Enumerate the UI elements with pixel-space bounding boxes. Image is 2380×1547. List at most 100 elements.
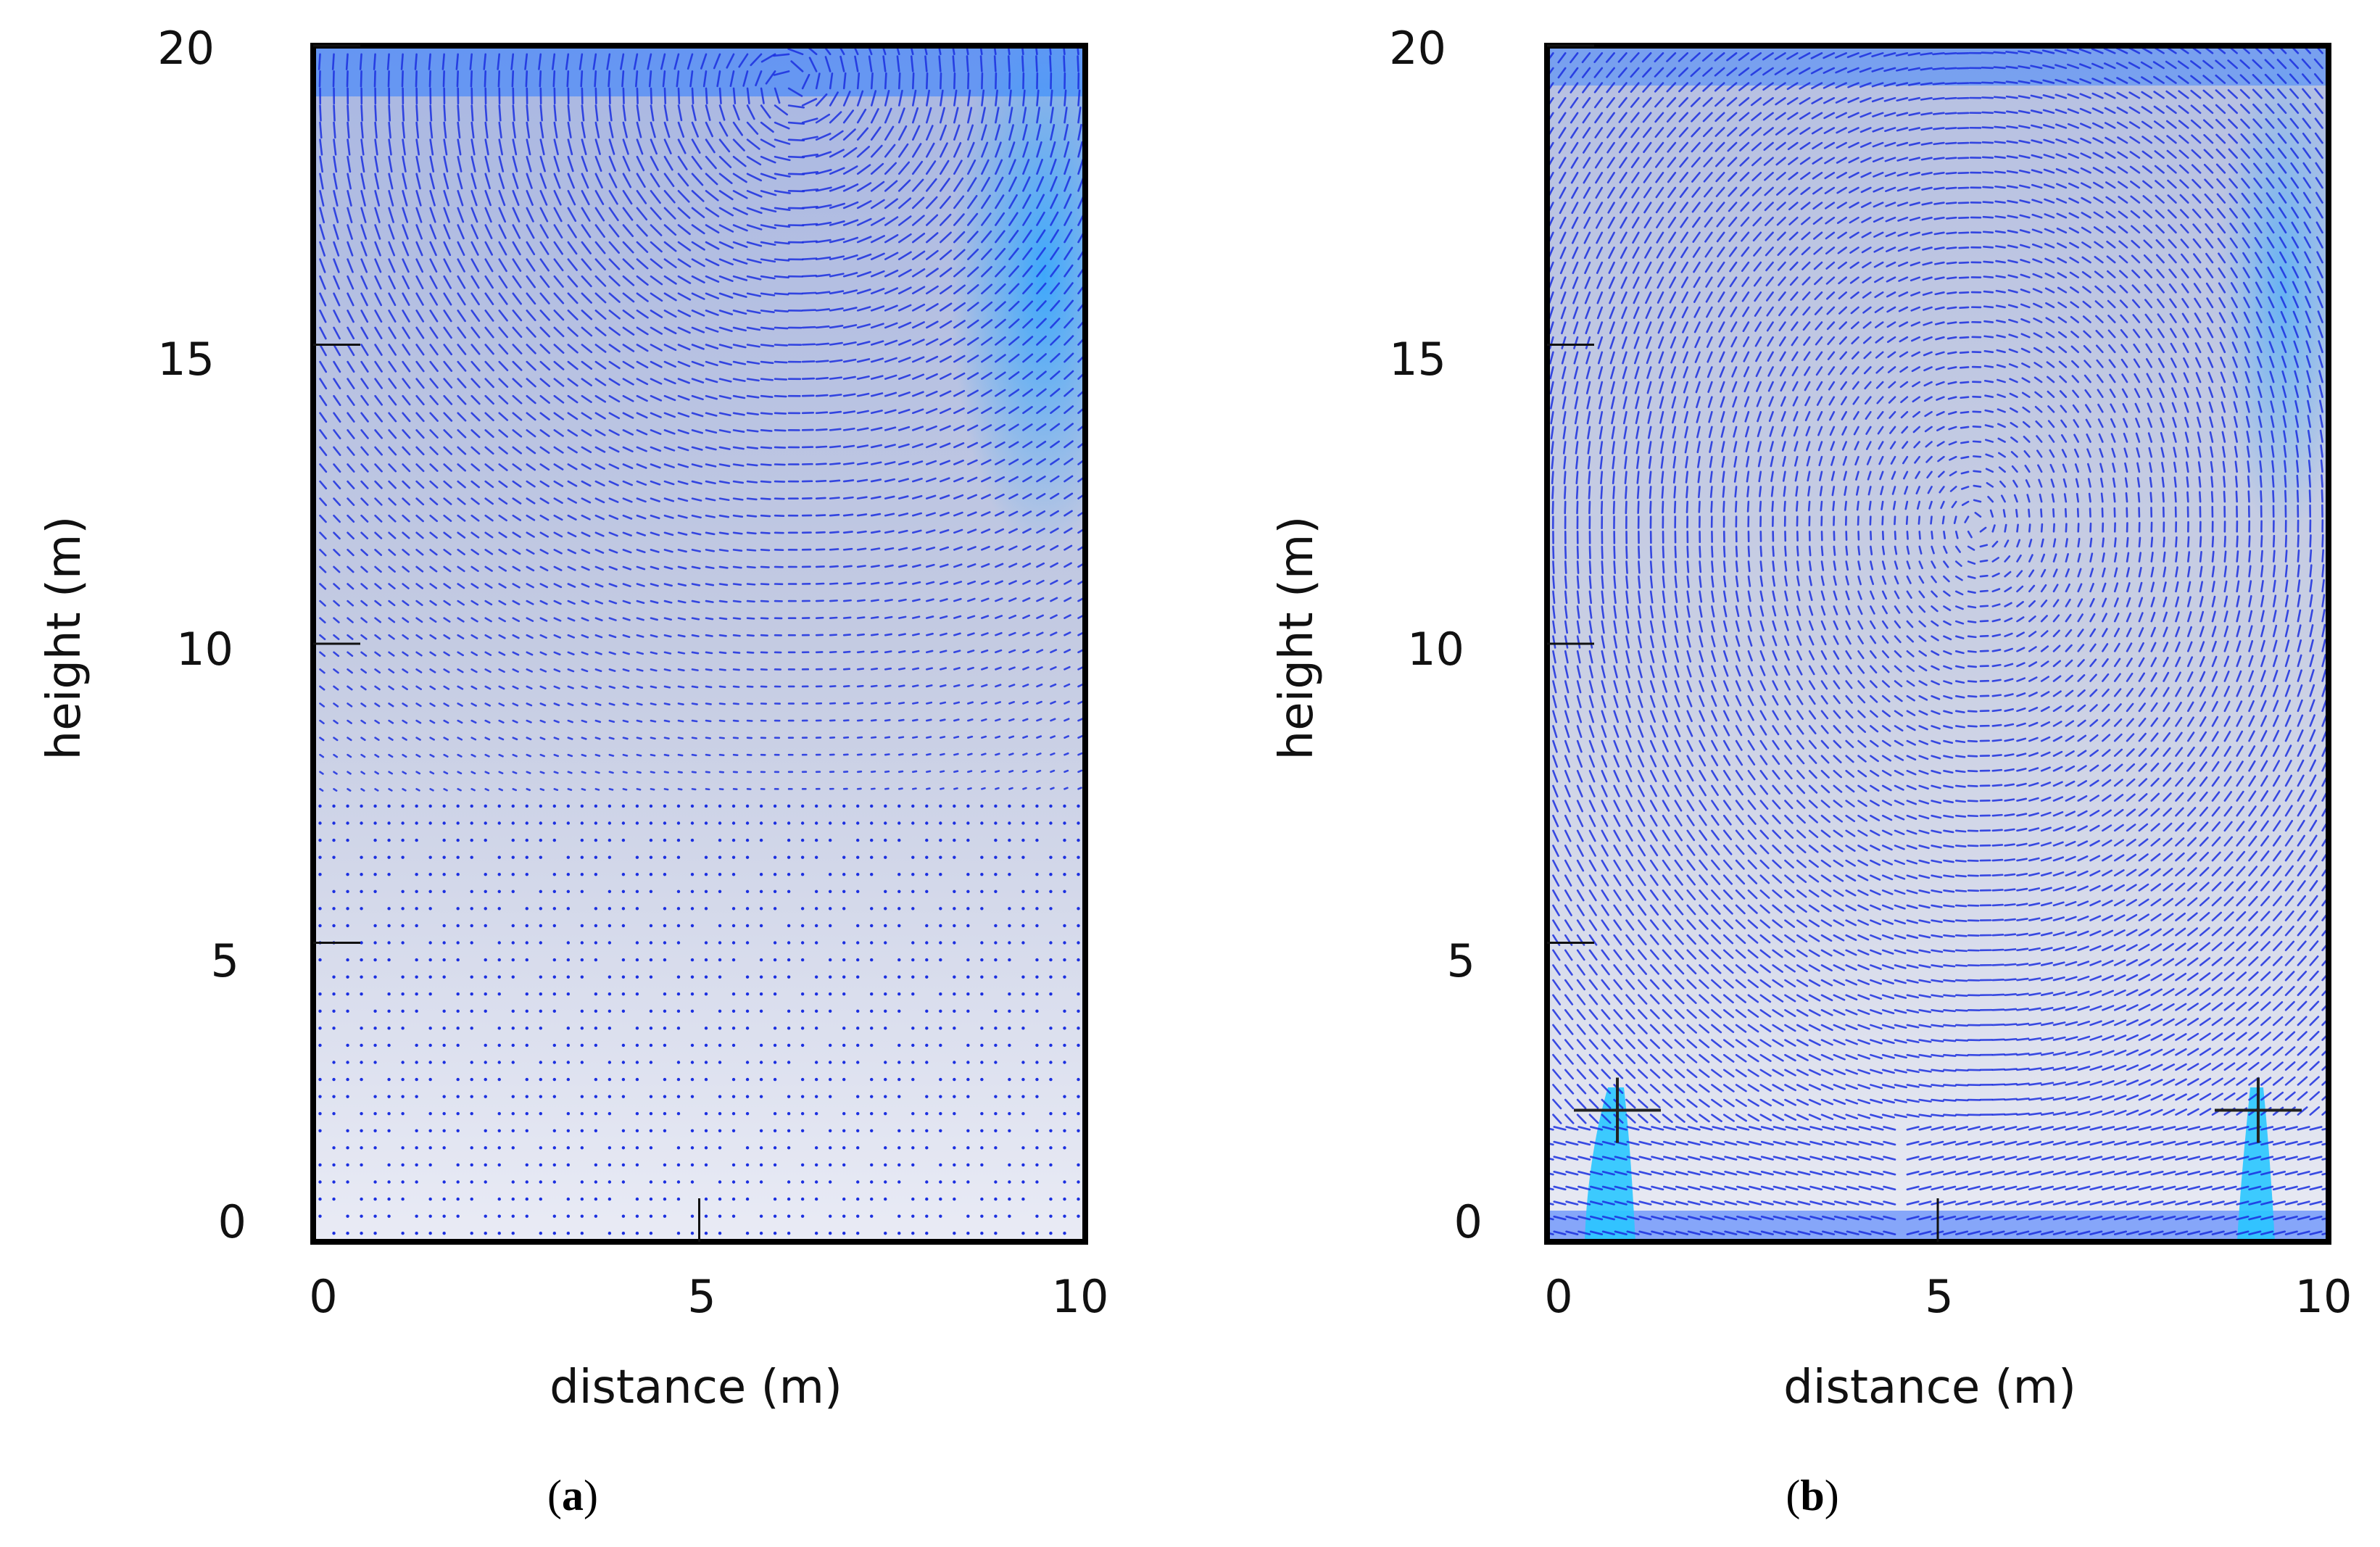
flow-vector [1954,1171,1969,1176]
flow-vector [443,753,449,758]
flow-vector [511,924,515,928]
flow-vector [842,410,856,415]
flow-vector [1022,423,1033,431]
flow-vector [1918,1069,1932,1073]
flow-vector [677,463,689,468]
flow-vector [2297,1156,2310,1161]
flow-vector [470,155,476,173]
flow-vector [2211,957,2223,966]
flow-vector [759,1095,763,1098]
flow-vector [1077,941,1080,945]
flow-vector [511,941,515,945]
flow-vector [443,121,447,139]
flow-vector [429,241,437,257]
flow-vector [1035,804,1039,808]
flow-vector [1674,979,1685,990]
flow-vector [967,441,979,449]
flow-vector [1588,1009,1599,1020]
flow-vector [677,155,688,170]
flow-vector [318,1112,322,1116]
flow-vector [925,390,938,397]
flow-vector [787,873,791,876]
flow-vector [897,304,912,312]
flow-vector [2297,1046,2308,1056]
flow-vector [940,195,951,210]
flow-vector [995,107,1000,124]
flow-vector [1857,1039,1870,1045]
flow-vector [774,310,789,312]
flow-vector [388,565,396,573]
flow-vector [1662,994,1672,1005]
flow-vector [456,1077,460,1082]
flow-vector [581,155,589,173]
flow-vector [319,292,327,307]
flow-vector [1063,405,1074,415]
flow-vector [415,873,418,876]
flow-vector [690,1146,694,1150]
flow-vector [2065,1200,2078,1206]
flow-vector [746,87,750,104]
flow-vector [333,617,340,623]
flow-vector [814,992,818,996]
flow-vector [1049,1146,1053,1150]
flow-vector [940,477,950,483]
flow-vector [333,514,341,523]
flow-vector [1846,1126,1859,1131]
flow-vector [621,838,626,842]
flow-vector [1808,934,1820,942]
flow-vector [995,265,1006,278]
flow-vector [870,1095,874,1098]
flow-vector [2113,1200,2128,1206]
flow-vector [1686,1039,1698,1049]
flow-vector [442,1232,446,1235]
flow-vector [705,326,719,333]
flow-vector [388,344,397,356]
flow-vector [1722,1113,1735,1122]
flow-vector [1589,1200,1604,1206]
flow-vector [2089,960,2102,966]
flow-vector [815,93,828,107]
flow-vector [387,941,391,945]
flow-vector [1772,1140,1786,1146]
flow-vector [594,1163,598,1167]
flow-vector [539,992,542,996]
flow-vector [566,992,571,996]
flow-vector [470,941,473,945]
flow-vector [360,241,368,257]
flow-vector [388,378,397,389]
flow-vector [897,374,911,380]
flow-vector [1050,335,1061,346]
flow-vector [870,581,880,585]
flow-vector [636,326,649,336]
flow-vector [1588,1069,1599,1079]
flow-vector [1759,1009,1772,1018]
flow-vector [2223,987,2235,996]
flow-vector [650,258,663,269]
flow-vector [897,702,905,705]
flow-vector [1601,1084,1612,1095]
flow-vector [1613,994,1623,1005]
flow-vector [2284,1061,2296,1071]
flow-vector [995,354,1006,363]
flow-vector [511,1009,515,1013]
flow-vector [774,241,790,245]
flow-vector [1724,1200,1738,1206]
flow-vector [1687,1140,1701,1146]
flow-vector [498,155,505,173]
flow-vector [663,326,677,335]
flow-vector [402,394,411,406]
flow-vector [512,549,521,555]
flow-vector [718,583,729,586]
flow-vector [332,1163,336,1167]
flow-vector [760,173,777,180]
flow-vector [470,719,477,724]
flow-vector [718,737,725,739]
flow-vector [718,1061,722,1064]
flow-vector [995,423,1006,431]
flow-vector [553,207,563,223]
flow-vector [760,258,776,263]
flow-vector [911,1214,915,1218]
flow-vector [1675,1156,1689,1161]
flow-vector [1784,964,1796,973]
flow-vector [856,599,866,602]
